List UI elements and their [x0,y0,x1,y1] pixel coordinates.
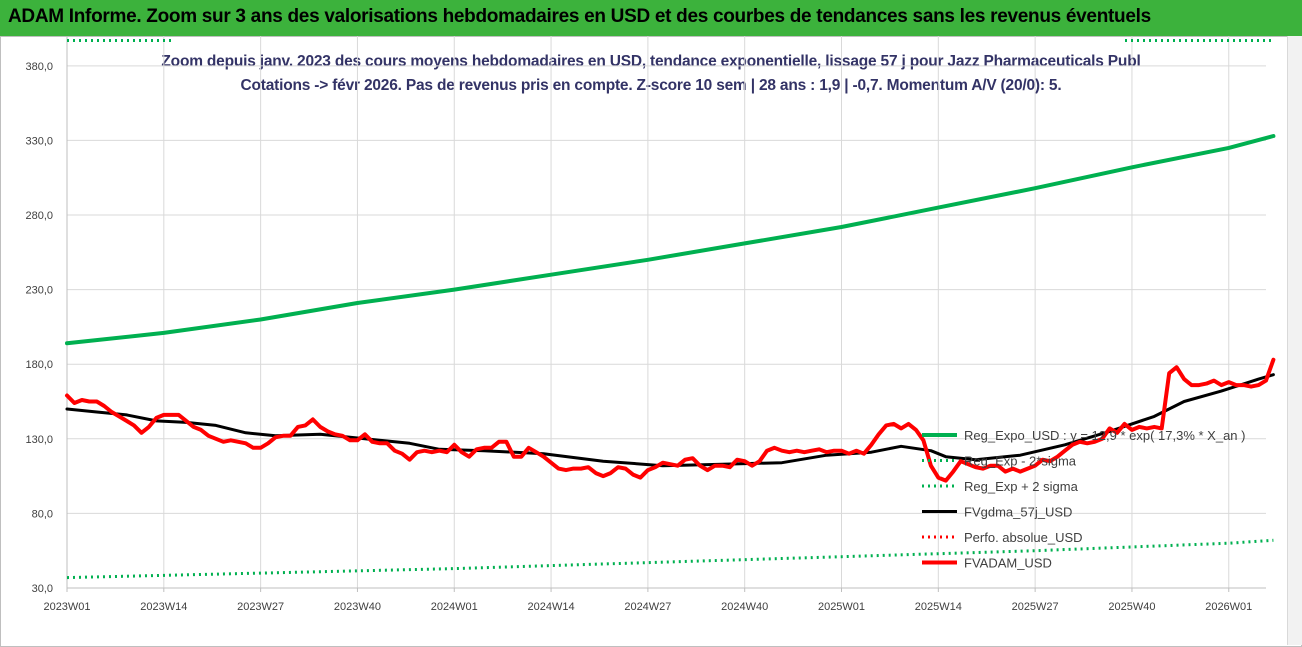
series-line-3 [65,373,1275,468]
legend-label: Reg_Exp - 2*sigma [964,454,1077,469]
series-lines [65,38,1276,580]
series-line-0 [65,134,1276,346]
legend-label: FVADAM_USD [964,556,1052,571]
y-tick-label: 230,0 [25,285,53,297]
y-tick-label: 280,0 [25,210,53,222]
y-tick-label: 180,0 [25,359,53,371]
x-tick-label: 2024W27 [624,601,671,613]
right-scroll-strip [1287,36,1302,645]
y-tick-label: 330,0 [25,135,53,147]
axes: 30,0 80,0 130,0 180,0 230,0 280,0 330,0 380,0 20… [25,36,1266,613]
y-tick-label: 30,0 [32,583,53,595]
x-tick-label: 2026W01 [1205,601,1252,613]
x-tick-label: 2025W27 [1012,601,1059,613]
x-tick-label: 2023W40 [334,601,381,613]
report-banner: ADAM Informe. Zoom sur 3 ans des valoris… [0,0,1302,36]
x-tick-label: 2025W40 [1108,601,1155,613]
gridlines [67,36,1266,588]
x-tick-label: 2025W01 [818,601,865,613]
x-tick-label: 2024W14 [528,601,575,613]
x-tick-label: 2025W14 [915,601,962,613]
series-line-1 [66,538,1274,580]
y-tick-label: 380,0 [25,61,53,73]
legend-label: Reg_Expo_USD : y = 12,9 * exp( 17,3% * X… [964,428,1245,443]
series-line-5 [65,357,1276,483]
chart-title-line-2: Cotations -> févr 2026. Pas de revenus p… [240,77,1062,94]
legend-label: FVgdma_57j_USD [964,505,1072,520]
legend-label: Reg_Exp + 2 sigma [964,479,1079,494]
x-tick-label: 2024W01 [431,601,478,613]
legend-label: Perfo. absolue_USD [964,530,1083,545]
legend: Reg_Expo_USD : y = 12,9 * exp( 17,3% * X… [922,428,1245,571]
x-tick-label: 2023W01 [43,601,90,613]
x-tick-label: 2023W27 [237,601,284,613]
x-tick-label: 2024W40 [721,601,768,613]
x-tick-label: 2023W14 [140,601,187,613]
report-title: ADAM Informe. Zoom sur 3 ans des valoris… [8,6,1151,27]
y-tick-label: 130,0 [25,434,53,446]
y-tick-label: 80,0 [32,508,53,520]
